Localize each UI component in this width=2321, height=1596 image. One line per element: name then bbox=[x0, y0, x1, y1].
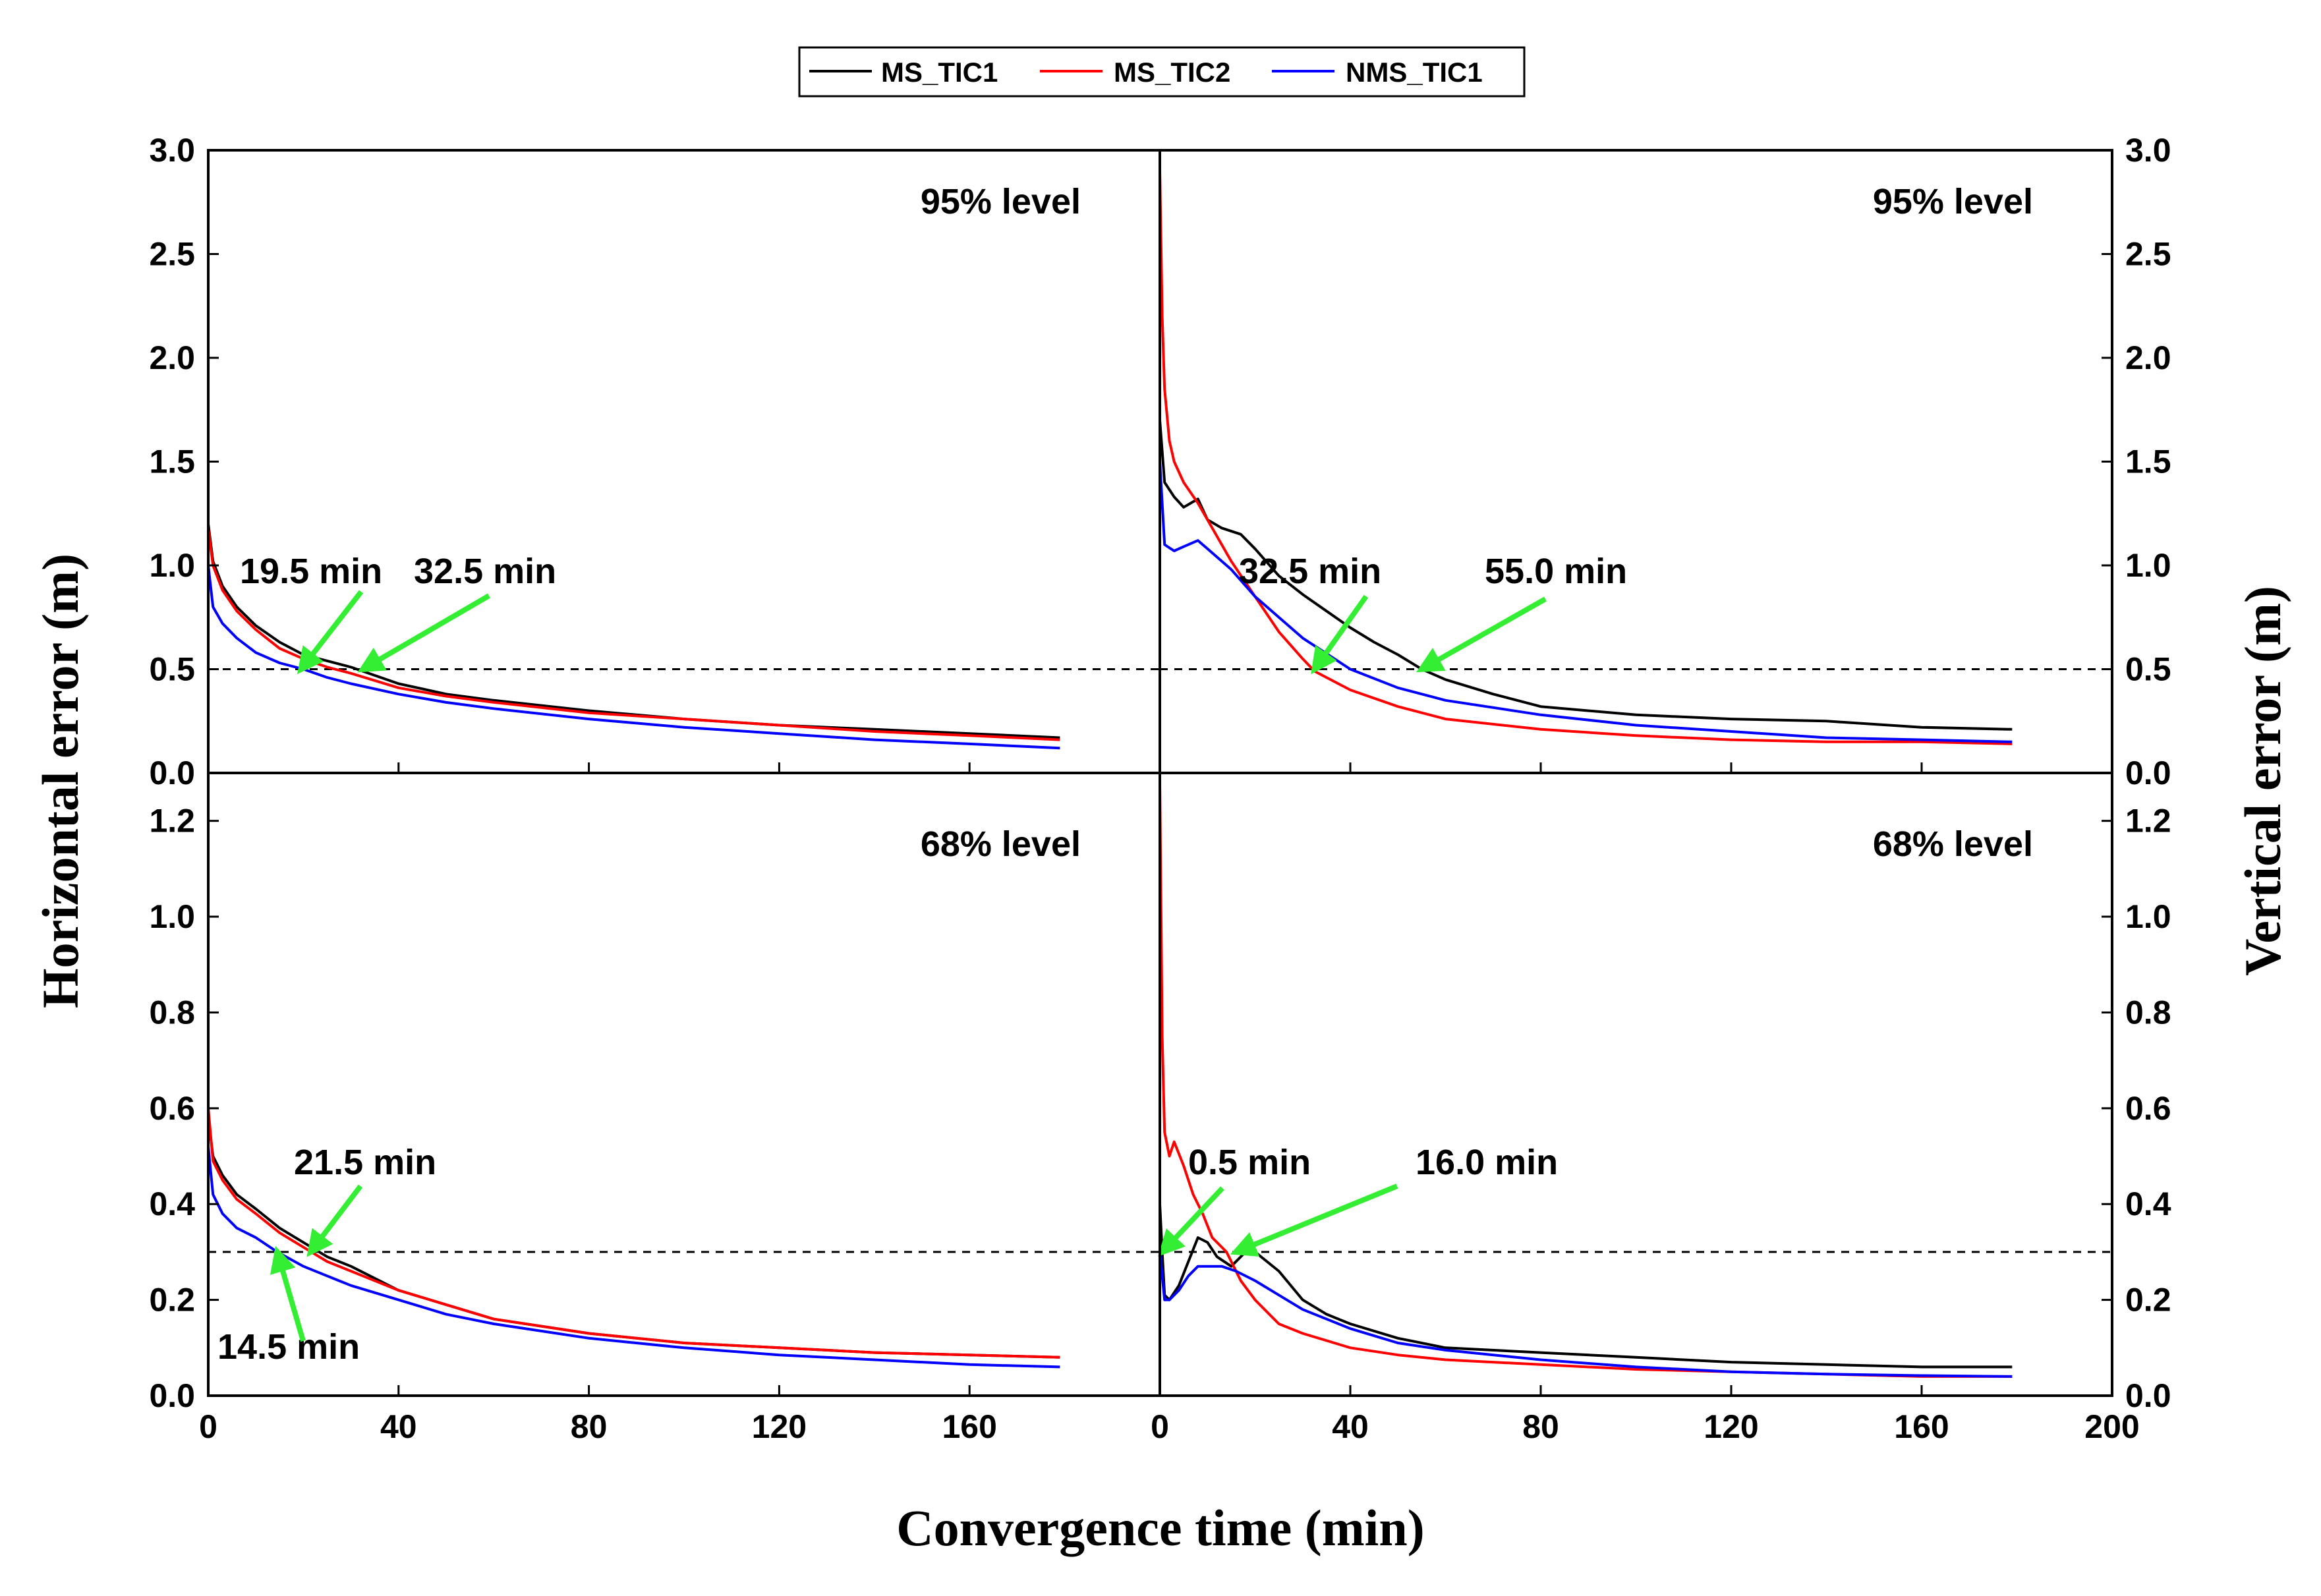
legend-entry-ms-tic1: MS_TIC1 bbox=[809, 57, 998, 88]
series-ms-tic1-vertical-68 bbox=[1160, 1204, 2013, 1369]
y-tick-label: 0.2 bbox=[2125, 1282, 2171, 1319]
x-tick-label: 80 bbox=[571, 1408, 608, 1445]
legend-box bbox=[798, 46, 1526, 98]
panel-label-vertical-68: 68% level bbox=[1873, 824, 2033, 864]
x-tick-label: 160 bbox=[942, 1408, 996, 1445]
annotation-label: 21.5 min bbox=[294, 1143, 436, 1182]
y-tick-label: 1.0 bbox=[2125, 547, 2171, 584]
annotation-label: 32.5 min bbox=[414, 552, 556, 591]
annotation-label: 16.0 min bbox=[1416, 1143, 1558, 1182]
annotation-arrow bbox=[306, 1184, 363, 1257]
x-axis-ticks: 0 40 80 120 160 0 40 80 120 160 200 bbox=[199, 762, 2140, 1445]
panel-horizontal-95: 0.0 0.5 1.0 1.5 2.0 2.5 3.0 95% level 19.5 min 32… bbox=[149, 132, 1160, 791]
annotation-label: 55.0 min bbox=[1485, 552, 1627, 591]
y-tick-label: 1.5 bbox=[2125, 443, 2171, 480]
y-tick-label: 2.0 bbox=[2125, 339, 2171, 376]
legend-label-ms-tic1: MS_TIC1 bbox=[881, 57, 998, 88]
y-axis-title-right: Vertical error (m) bbox=[2234, 586, 2291, 976]
panel-label-horizontal-95: 95% level bbox=[921, 182, 1081, 221]
y-tick-label: 1.0 bbox=[2125, 898, 2171, 935]
legend-label-nms-tic1: NMS_TIC1 bbox=[1346, 57, 1483, 88]
series-nms-tic1-vertical-68 bbox=[1160, 1251, 2013, 1378]
y-tick-label: 0.0 bbox=[149, 755, 195, 791]
y-tick-label: 0.6 bbox=[149, 1090, 195, 1127]
panel-label-horizontal-68: 68% level bbox=[921, 824, 1081, 864]
annotation-label: 19.5 min bbox=[240, 552, 382, 591]
x-tick-label: 40 bbox=[380, 1408, 417, 1445]
y-tick-label: 0.8 bbox=[149, 994, 195, 1031]
series-ms-tic2-vertical-95 bbox=[1160, 171, 2013, 745]
x-axis-title: Convergence time (min) bbox=[896, 1499, 1424, 1556]
y-tick-label: 3.0 bbox=[149, 132, 195, 169]
y-tick-label: 1.5 bbox=[149, 443, 195, 480]
annotation-arrow bbox=[357, 593, 491, 673]
series-ms-tic2-vertical-68 bbox=[1160, 782, 2013, 1378]
panel-vertical-95: 0.0 0.5 1.0 1.5 2.0 2.5 3.0 95% level 32.5 min 55… bbox=[1160, 132, 2171, 791]
y-tick-label: 1.2 bbox=[2125, 803, 2171, 840]
y-tick-label: 0.5 bbox=[149, 651, 195, 688]
x-tick-label: 120 bbox=[752, 1408, 807, 1445]
y-tick-label: 1.2 bbox=[149, 803, 195, 840]
annotation-arrow bbox=[270, 1245, 306, 1342]
x-tick-label: 0 bbox=[199, 1408, 217, 1445]
series-nms-tic1-horizontal-68 bbox=[208, 1146, 1060, 1369]
legend-entry-ms-tic2: MS_TIC2 bbox=[1040, 57, 1230, 88]
y-tick-label: 0.0 bbox=[2125, 755, 2171, 791]
panel-label-vertical-95: 95% level bbox=[1873, 182, 2033, 221]
annotation-label: 14.5 min bbox=[217, 1327, 360, 1367]
plot-frames bbox=[207, 149, 2113, 1397]
y-tick-label: 0.6 bbox=[2125, 1090, 2171, 1127]
y-tick-label: 2.5 bbox=[149, 236, 195, 273]
y-tick-label: 3.0 bbox=[2125, 132, 2171, 169]
y-tick-label: 0.0 bbox=[149, 1377, 195, 1414]
x-tick-label: 120 bbox=[1704, 1408, 1758, 1445]
y-tick-label: 0.5 bbox=[2125, 651, 2171, 688]
legend: MS_TIC1 MS_TIC2 NMS_TIC1 bbox=[798, 46, 1526, 98]
annotation-arrow bbox=[1311, 594, 1369, 675]
annotation-label: 0.5 min bbox=[1188, 1143, 1311, 1182]
series-nms-tic1-horizontal-95 bbox=[208, 565, 1060, 750]
annotation-arrow bbox=[1416, 596, 1547, 673]
legend-label-ms-tic2: MS_TIC2 bbox=[1114, 57, 1230, 88]
y-axis-title-left: Horizontal error (m) bbox=[32, 554, 89, 1008]
series-ms-tic2-horizontal-95 bbox=[208, 528, 1060, 741]
annotation-label: 32.5 min bbox=[1239, 552, 1381, 591]
x-tick-label: 200 bbox=[2084, 1408, 2139, 1445]
panel-vertical-68: 0.0 0.2 0.4 0.6 0.8 1.0 1.2 68% level 0.5 min 16.… bbox=[1158, 782, 2171, 1414]
annotation-arrow bbox=[1158, 1186, 1224, 1257]
y-tick-label: 0.8 bbox=[2125, 994, 2171, 1031]
series-nms-tic1-vertical-95 bbox=[1160, 461, 2013, 743]
x-tick-label: 80 bbox=[1522, 1408, 1559, 1445]
y-tick-label: 0.4 bbox=[2125, 1185, 2171, 1222]
x-tick-label: 40 bbox=[1332, 1408, 1369, 1445]
x-tick-label: 160 bbox=[1894, 1408, 1949, 1445]
y-tick-label: 2.5 bbox=[2125, 236, 2171, 273]
x-tick-label: 0 bbox=[1151, 1408, 1169, 1445]
legend-entry-nms-tic1: NMS_TIC1 bbox=[1272, 57, 1483, 88]
y-tick-label: 2.0 bbox=[149, 339, 195, 376]
annotation-arrow bbox=[297, 590, 364, 675]
series-ms-tic2-horizontal-68 bbox=[208, 1108, 1060, 1359]
y-tick-label: 1.0 bbox=[149, 547, 195, 584]
y-tick-label: 0.0 bbox=[2125, 1377, 2171, 1414]
panel-horizontal-68: 0.0 0.2 0.4 0.6 0.8 1.0 1.2 68% level 21.5 min 14… bbox=[149, 803, 1160, 1414]
y-tick-label: 0.2 bbox=[149, 1282, 195, 1319]
y-tick-label: 0.4 bbox=[149, 1185, 195, 1222]
y-tick-label: 1.0 bbox=[149, 898, 195, 935]
annotation-arrow bbox=[1230, 1183, 1398, 1257]
